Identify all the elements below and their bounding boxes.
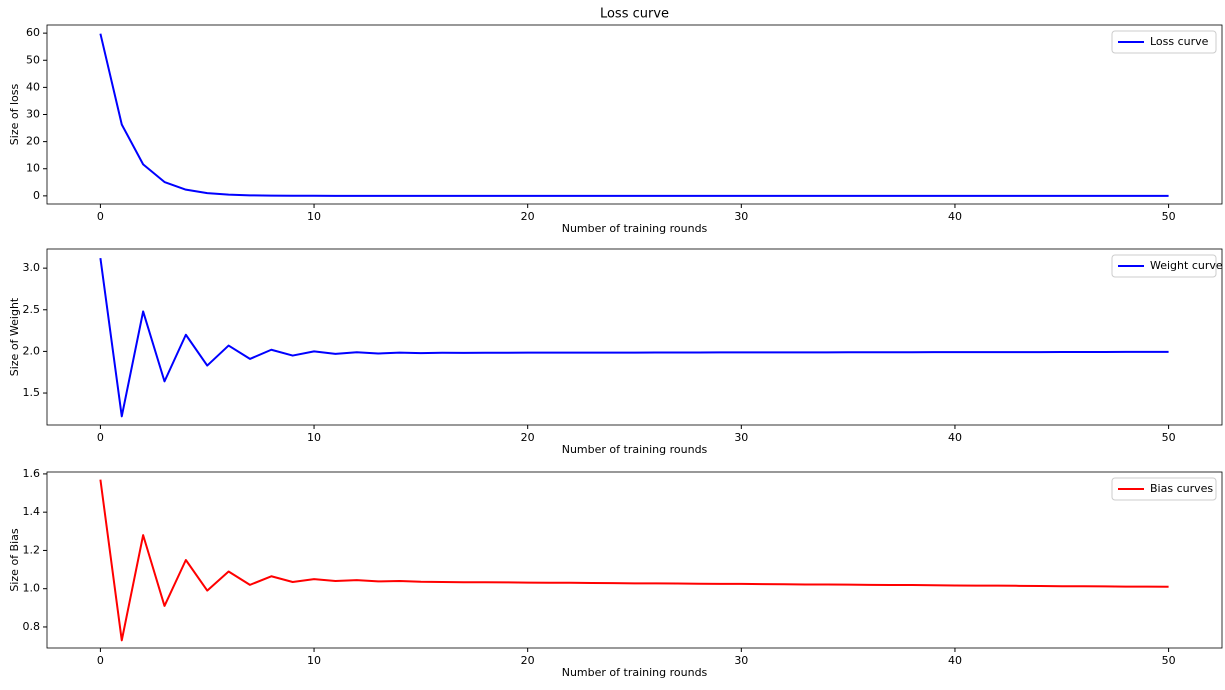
y-tick-label: 40 [26, 80, 40, 93]
legend-box [1111, 254, 1217, 278]
x-axis-label: Number of training rounds [562, 222, 708, 235]
x-tick-label: 40 [948, 431, 962, 444]
x-tick-label: 0 [97, 654, 104, 667]
x-tick-label: 10 [307, 210, 321, 223]
plot-frame [46, 471, 1223, 649]
x-tick-label: 30 [734, 654, 748, 667]
x-tick-label: 0 [97, 210, 104, 223]
x-tick-label: 30 [734, 431, 748, 444]
x-tick-label: 20 [521, 654, 535, 667]
x-tick-label: 50 [1162, 210, 1176, 223]
x-axis-label: Number of training rounds [562, 443, 708, 456]
x-tick-label: 0 [97, 431, 104, 444]
y-tick-label: 1.0 [23, 582, 41, 595]
x-tick-label: 10 [307, 431, 321, 444]
y-tick-label: 30 [26, 108, 40, 121]
y-tick-label: 1.5 [23, 386, 41, 399]
legend: Weight curve [1111, 254, 1223, 278]
x-tick-label: 50 [1162, 431, 1176, 444]
y-tick-label: 60 [26, 26, 40, 39]
y-axis-label: Size of Weight [8, 297, 21, 376]
x-tick-label: 40 [948, 654, 962, 667]
data-line [99, 479, 1169, 642]
y-tick-label: 2.5 [23, 303, 41, 316]
y-tick-label: 10 [26, 162, 40, 175]
legend: Bias curves [1111, 477, 1217, 501]
legend-box [1111, 30, 1217, 54]
legend-label: Bias curves [1150, 482, 1213, 495]
x-tick-label: 40 [948, 210, 962, 223]
legend-box [1111, 477, 1217, 501]
y-tick-label: 0.8 [23, 620, 41, 633]
x-tick-label: 20 [521, 431, 535, 444]
plot-frame [46, 248, 1223, 426]
y-tick-label: 20 [26, 135, 40, 148]
y-tick-label: 0 [33, 189, 40, 202]
y-tick-label: 2.0 [23, 344, 41, 357]
legend-label: Loss curve [1150, 35, 1209, 48]
y-tick-label: 1.4 [23, 505, 41, 518]
y-axis-label: Size of Bias [8, 528, 21, 592]
y-tick-label: 1.6 [23, 467, 41, 480]
legend-label: Weight curve [1150, 259, 1223, 272]
x-tick-label: 20 [521, 210, 535, 223]
data-line [99, 258, 1169, 418]
x-tick-label: 30 [734, 210, 748, 223]
y-axis-label: Size of loss [8, 84, 21, 146]
chart-title: Loss curve [600, 7, 669, 22]
y-tick-label: 50 [26, 53, 40, 66]
plot-frame [46, 24, 1223, 205]
y-tick-label: 1.2 [23, 543, 41, 556]
x-tick-label: 10 [307, 654, 321, 667]
data-line [99, 33, 1169, 197]
y-tick-label: 3.0 [23, 261, 41, 274]
x-axis-label: Number of training rounds [562, 666, 708, 679]
x-tick-label: 50 [1162, 654, 1176, 667]
legend: Loss curve [1111, 30, 1217, 54]
